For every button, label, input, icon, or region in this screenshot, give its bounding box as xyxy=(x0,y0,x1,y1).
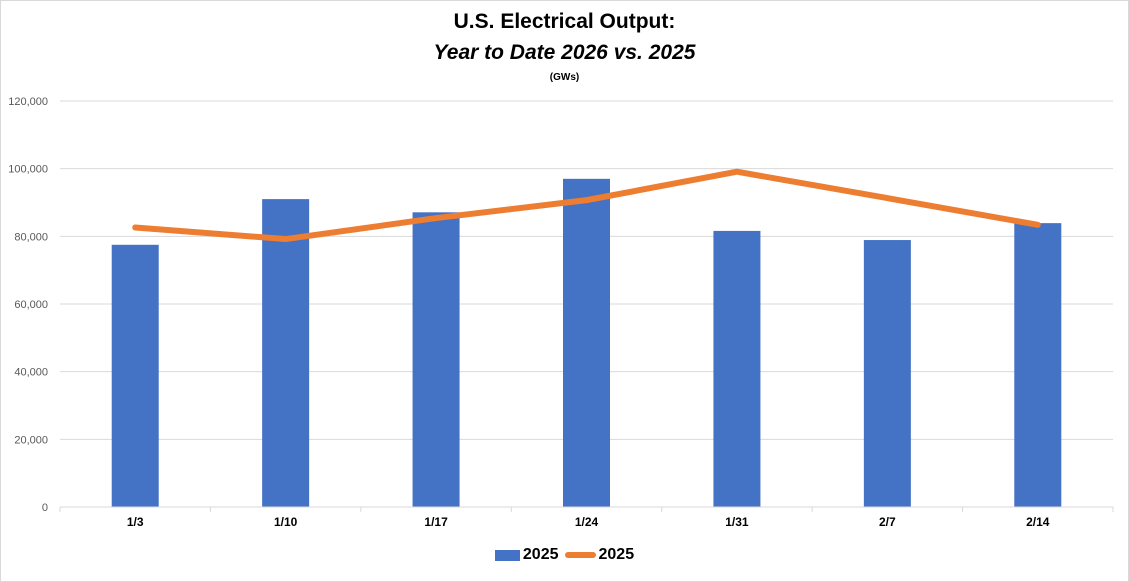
chart-legend: 2025 2025 xyxy=(0,546,1129,564)
chart-subtitle: Year to Date 2026 vs. 2025 xyxy=(433,41,696,64)
bar[interactable] xyxy=(412,212,460,508)
x-tick-label: 1/10 xyxy=(274,515,298,529)
bar[interactable] xyxy=(563,178,610,508)
chart-units-label: (GWs) xyxy=(549,72,580,83)
bar[interactable] xyxy=(111,244,159,507)
y-tick-label: 100,000 xyxy=(8,164,48,176)
x-tick-label: 1/3 xyxy=(127,515,144,529)
legend-swatch-bar xyxy=(494,549,520,561)
line-point[interactable] xyxy=(886,197,888,199)
line-point[interactable] xyxy=(736,171,738,173)
legend-swatch-line xyxy=(564,552,596,558)
y-tick-label: 20,000 xyxy=(14,434,48,446)
line-point[interactable] xyxy=(134,227,136,229)
line-point[interactable] xyxy=(586,199,587,201)
legend-label-bar: 2025 xyxy=(522,546,559,563)
bar[interactable] xyxy=(1014,223,1062,507)
y-tick-label: 0 xyxy=(42,502,48,514)
legend-item-line-series[interactable]: 2025 xyxy=(564,546,635,564)
x-tick-label: 1/31 xyxy=(725,515,749,529)
x-tick-label: 1/24 xyxy=(575,515,599,529)
line-point[interactable] xyxy=(1037,224,1039,226)
legend-item-bar-series[interactable]: 2025 xyxy=(494,546,559,564)
y-tick-label: 80,000 xyxy=(14,231,48,243)
bar[interactable] xyxy=(262,199,310,507)
line-point[interactable] xyxy=(435,217,437,219)
x-tick-label: 1/17 xyxy=(424,515,448,529)
legend-label-line: 2025 xyxy=(598,546,635,563)
y-tick-label: 40,000 xyxy=(14,367,48,379)
x-tick-label: 2/14 xyxy=(1026,515,1050,529)
y-tick-label: 120,000 xyxy=(8,96,48,108)
bar[interactable] xyxy=(713,230,761,508)
chart-title: U.S. Electrical Output: xyxy=(453,10,676,33)
line-point[interactable] xyxy=(285,238,287,240)
y-tick-label: 60,000 xyxy=(14,299,48,311)
bar[interactable] xyxy=(863,240,911,507)
x-tick-label: 2/7 xyxy=(879,515,896,529)
